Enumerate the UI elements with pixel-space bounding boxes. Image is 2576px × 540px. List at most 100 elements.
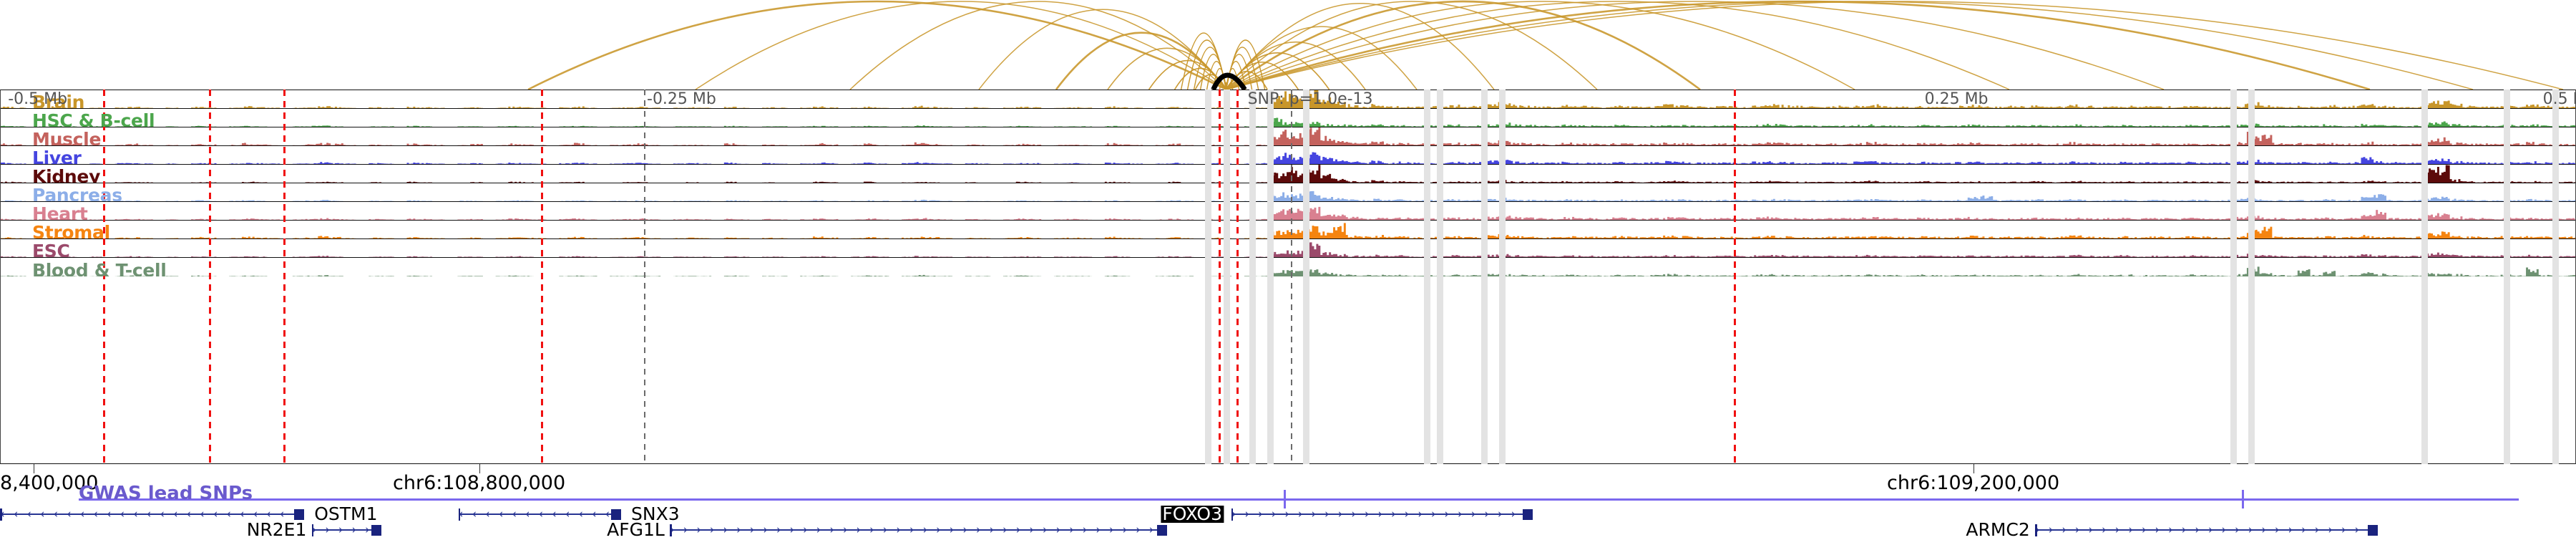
gwas-track-label: GWAS lead SNPs [79,483,253,504]
signal-track-esc[interactable]: ESC [1,239,2575,258]
chromatin-loop-arc [1226,1,1855,90]
gene-strand-arrows: › › › › › › › › › › › › › › › › › › › › … [670,523,1167,537]
signal-track-brain[interactable]: Brain [1,90,2575,109]
gene-intron-line [311,529,381,531]
gene-intron-line [2035,529,2378,531]
gene-start-cap [2035,524,2037,536]
signal-plot [1,165,2575,183]
gene-label-ostm1[interactable]: OSTM1 [314,503,378,524]
gene-strand-arrows: › › › › › › › › › › › › › › › › › › › › … [1231,507,1533,521]
axis-label: chr6:108,800,000 [393,472,566,494]
track-label-liver: Liver [32,148,82,165]
gene-intron-line [0,514,304,515]
signal-plot [1,202,2575,220]
gene-intron-line [458,514,621,515]
chromatin-loop-arc [1226,1,1598,90]
signal-track-pancreas[interactable]: Pancreas [1,183,2575,202]
signal-plot [1,146,2575,164]
chromatin-loop-arc [1226,1,2165,90]
gene-terminal-exon [371,525,381,536]
axis-tick [33,464,35,473]
signal-plot [1,239,2575,257]
signal-plot [1,221,2575,238]
signal-plot [1,258,2575,276]
chromatin-loop-arc [978,9,1227,90]
axis-label: chr6:109,200,000 [1887,472,2060,494]
track-label-kidney: Kidney [32,166,101,183]
gene-model[interactable]: › › › › › › › › › › › › › › › › › › › › … [2035,521,2378,539]
gene-label-afg1l[interactable]: AFG1L [607,519,665,540]
signal-plot [1,109,2575,127]
gene-start-cap [0,508,2,521]
track-label-esc: ESC [32,241,70,258]
gene-terminal-exon [1522,509,1533,520]
axis-tick [1973,464,1975,473]
gene-start-cap [458,508,461,521]
gene-model[interactable]: ‹ ‹ ‹ ‹ ‹ ‹ ‹ ‹ ‹ ‹ ‹ ‹ ‹ ‹ ‹ ‹ [458,506,621,523]
track-label-hsc-b-cell: HSC & B-cell [32,110,155,127]
gene-strand-arrows: ‹ ‹ ‹ ‹ ‹ ‹ ‹ ‹ ‹ ‹ ‹ ‹ ‹ ‹ ‹ ‹ ‹ ‹ ‹ ‹ … [0,507,304,521]
signal-plot [1,127,2575,145]
gene-model[interactable]: › › › › › › › › › › › › › › › › › › › › … [670,521,1167,539]
signal-track-blood-t-cell[interactable]: Blood & T-cell [1,258,2575,276]
gene-label-foxo3[interactable]: FOXO3 [1161,503,1224,524]
signal-plot [1,90,2575,108]
signal-track-hsc-b-cell[interactable]: HSC & B-cell [1,109,2575,127]
gene-model[interactable]: ‹ ‹ ‹ ‹ ‹ ‹ ‹ ‹ ‹ ‹ ‹ ‹ ‹ ‹ ‹ ‹ ‹ ‹ ‹ ‹ … [0,506,304,523]
gene-strand-arrows: ‹ ‹ ‹ ‹ ‹ ‹ ‹ ‹ ‹ ‹ ‹ ‹ ‹ ‹ ‹ ‹ [458,507,621,521]
gene-intron-line [670,529,1167,531]
track-label-blood-t-cell: Blood & T-cell [32,260,167,276]
gwas-snp-tick[interactable] [2242,490,2244,508]
gene-intron-line [1231,514,1533,515]
signal-track-kidney[interactable]: Kidney [1,165,2575,183]
track-label-pancreas: Pancreas [32,185,122,202]
signal-track-muscle[interactable]: Muscle [1,127,2575,146]
gene-terminal-exon [610,509,621,520]
track-label-stromal: Stromal [32,222,110,239]
chromatin-loop-arc [1226,1,2010,90]
chromatin-arc-panel [0,0,2576,90]
gene-model[interactable]: › › › › › › › › › › › › › › › › › › › › … [1231,506,1533,523]
gene-strand-arrows: › › › › › › › [311,523,381,537]
chromatin-loop-arc [1226,1,2474,90]
gene-terminal-exon [2367,525,2378,536]
signal-plot [1,183,2575,201]
gene-label-snx3[interactable]: SNX3 [631,503,680,524]
gene-row-lower: › › › › › › › NR2E1 › › › › › › › › › › ›… [0,521,2576,539]
gwas-snp-tick[interactable] [1284,490,1286,508]
gene-label-nr2e1[interactable]: NR2E1 [246,519,307,540]
gene-row-upper: ‹ ‹ ‹ ‹ ‹ ‹ ‹ ‹ ‹ ‹ ‹ ‹ ‹ ‹ ‹ ‹ ‹ ‹ ‹ ‹ … [0,503,2576,524]
signal-track-stromal[interactable]: Stromal [1,221,2575,239]
gwas-span-line [79,498,2519,501]
chromatin-loop-arc [695,1,1227,90]
track-label-brain: Brain [32,92,85,109]
chromatin-loop-arc [849,1,1227,90]
gwas-lead-snps-track[interactable]: GWAS lead SNPs [0,483,2576,508]
signal-track-heart[interactable]: Heart [1,202,2575,221]
gene-start-cap [670,524,672,536]
chromatin-loop-arc [527,0,1227,90]
chromatin-loop-arc [1226,0,2371,90]
chromatin-loop-arc [1225,39,1266,90]
gene-start-cap [1231,508,1234,521]
axis-tick [479,464,481,473]
gene-strand-arrows: › › › › › › › › › › › › › › › › › › › › … [2035,523,2378,537]
track-label-muscle: Muscle [32,129,102,146]
gene-label-armc2[interactable]: ARMC2 [1966,519,2030,540]
arc-svg [527,0,2564,90]
axis-label: 8,400,000 [0,472,99,494]
signal-track-liver[interactable]: Liver [1,146,2575,165]
coordinate-axis-and-genes: 8,400,000 chr6:108,800,000 chr6:109,200,00… [0,464,2576,539]
focal-loop-arc-highlight[interactable] [1211,72,1247,90]
chromatin-loop-arc [1194,74,1227,90]
chromatin-loop-arc [1226,2,1495,90]
gene-model[interactable]: › › › › › › › [311,521,381,539]
gene-start-cap [311,524,314,536]
signal-track-stack: Brain HSC & B-cell Muscle Liver Kidney Pancre… [0,90,2576,464]
track-label-heart: Heart [32,203,88,221]
gene-terminal-exon [293,509,304,520]
chromatin-loop-arc [1226,1,2564,90]
chromatin-loop-arc [1225,0,1701,90]
gene-terminal-exon [1156,525,1167,536]
